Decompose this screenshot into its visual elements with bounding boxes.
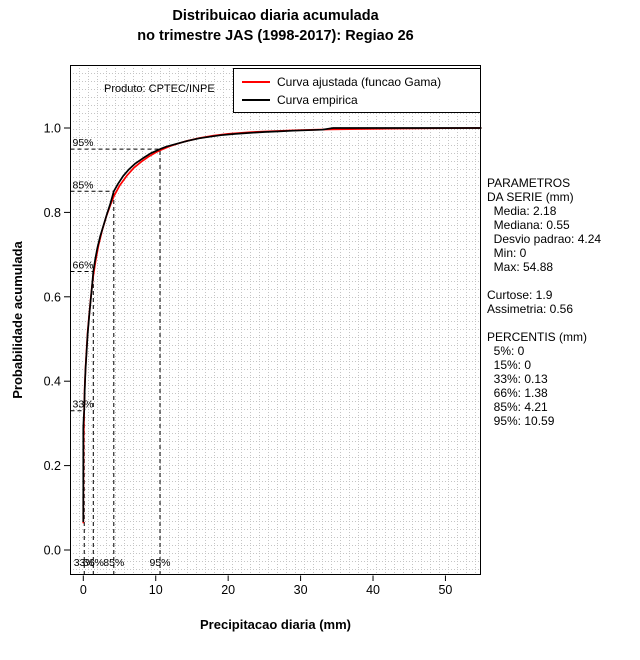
legend-label: Curva empirica — [277, 93, 358, 107]
percentile-label-left: 33% — [73, 399, 94, 411]
stats-line: Assimetria: 0.56 — [487, 302, 574, 316]
percentile-label-left: 95% — [73, 137, 94, 149]
y-tick-label: 1.0 — [44, 122, 61, 136]
stats-line: Mediana: 0.55 — [487, 218, 570, 232]
x-axis-title: Precipitacao diaria (mm) — [200, 617, 351, 632]
curve-empirical — [82, 127, 482, 523]
stats-line: 5%: 0 — [487, 344, 525, 358]
percentile-label-left: 85% — [73, 179, 94, 191]
x-tick-label: 20 — [221, 583, 235, 597]
percentile-label-bottom: 95% — [149, 557, 170, 569]
stats-line: Media: 2.18 — [487, 204, 557, 218]
x-tick-label: 0 — [80, 583, 87, 597]
percentile-label-bottom: 33% — [74, 557, 95, 569]
stats-line: Desvio padrao: 4.24 — [487, 232, 602, 246]
chart-title: Distribuicao diaria acumulada no trimest… — [60, 6, 491, 46]
x-tick-label: 10 — [149, 583, 163, 597]
stats-line: Curtose: 1.9 — [487, 288, 553, 302]
stats-line — [487, 316, 601, 330]
product-label: Produto: CPTEC/INPE — [104, 83, 215, 95]
grid — [70, 65, 481, 575]
statistics-panel: PARAMETROS DA SERIE (mm) Media: 2.18 Medi… — [487, 176, 601, 428]
x-tick-label: 50 — [438, 583, 452, 597]
title-line-2: no trimestre JAS (1998-2017): Regiao 26 — [137, 28, 414, 44]
stats-line: 15%: 0 — [487, 358, 532, 372]
x-tick-label: 30 — [294, 583, 308, 597]
plot-border — [70, 65, 481, 575]
percentile-label-bottom: 85% — [103, 557, 124, 569]
y-tick-label: 0.0 — [44, 544, 61, 558]
stats-line: 33%: 0.13 — [487, 372, 548, 386]
y-tick-label: 0.6 — [44, 290, 61, 304]
stats-line — [487, 274, 601, 288]
stats-line: 66%: 1.38 — [487, 386, 548, 400]
stats-line: PARAMETROS — [487, 176, 571, 190]
percentile-label-left: 66% — [73, 259, 94, 271]
x-tick-label: 40 — [366, 583, 380, 597]
title-line-1: Distribuicao diaria acumulada — [172, 8, 379, 24]
legend-label: Curva ajustada (funcao Gama) — [277, 75, 441, 89]
stats-line: DA SERIE (mm) — [487, 190, 574, 204]
y-tick-label: 0.8 — [44, 206, 61, 220]
y-tick-label: 0.4 — [44, 375, 61, 389]
stats-line: Max: 54.88 — [487, 260, 554, 274]
percentile-label-bottom: 66% — [83, 557, 104, 569]
stats-line: 95%: 10.59 — [487, 414, 555, 428]
y-tick-label: 0.2 — [44, 459, 61, 473]
y-axis-title: Probabilidade acumulada — [10, 241, 25, 399]
legend-box — [233, 68, 481, 113]
stats-line: Min: 0 — [487, 246, 527, 260]
stats-line: 85%: 4.21 — [487, 400, 548, 414]
stats-line: PERCENTIS (mm) — [487, 330, 587, 344]
